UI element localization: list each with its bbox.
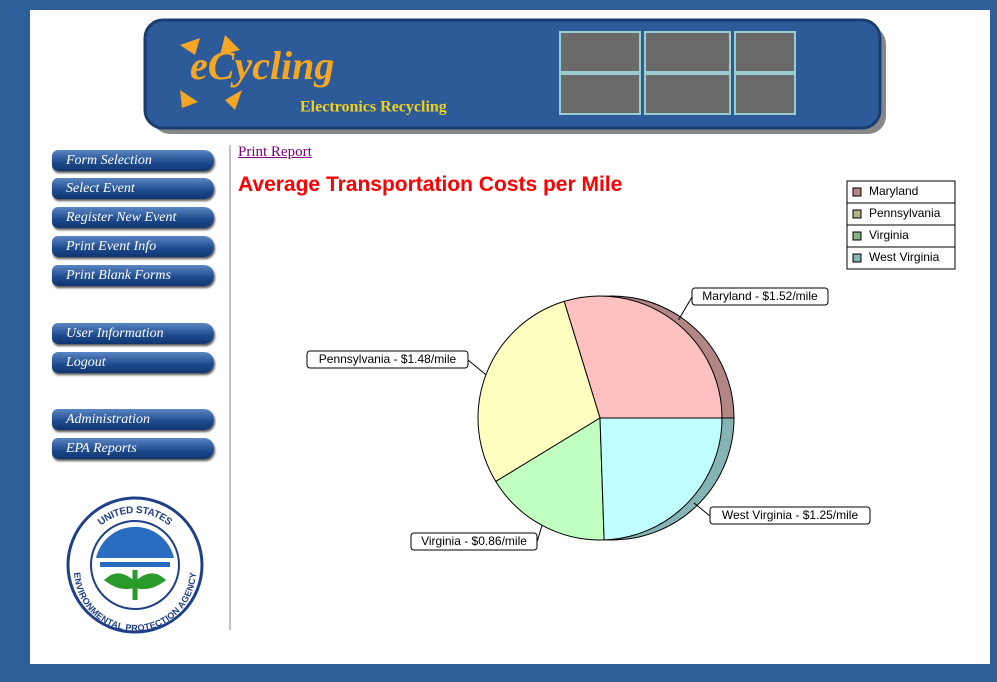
photos	[560, 32, 795, 114]
value-label: Pennsylvania - $1.48/mile	[319, 352, 457, 366]
epa-seal: UNITED STATES ENVIRONMENTAL PROTECTION A…	[68, 498, 202, 633]
brand-subtitle: Electronics Recycling	[300, 99, 447, 116]
page: eCycling Electronics Recycling UNITED ST…	[30, 10, 990, 664]
legend-swatch	[853, 210, 861, 218]
brand: eCycling	[190, 43, 334, 88]
chart-title: Average Transportation Costs per Mile	[238, 173, 622, 197]
leader-line	[678, 297, 692, 320]
legend-swatch	[853, 232, 861, 240]
screen: eCycling Electronics Recycling UNITED ST…	[0, 0, 997, 682]
nav-button[interactable]: Print Event Info	[52, 236, 214, 257]
leader-line	[537, 525, 542, 542]
value-label: Maryland - $1.52/mile	[702, 289, 818, 303]
slice	[600, 418, 722, 540]
nav-button[interactable]: Print Blank Forms	[52, 265, 214, 286]
leader-line	[694, 503, 710, 516]
nav-button[interactable]: Form Selection	[52, 150, 214, 171]
pie-chart: Maryland - $1.52/mile Pennsylvania - $1.4…	[307, 181, 955, 550]
legend-swatch	[853, 254, 861, 262]
nav-button[interactable]: EPA Reports	[52, 438, 214, 459]
value-label: West Virginia - $1.25/mile	[722, 508, 859, 522]
legend-label: West Virginia	[869, 250, 940, 264]
nav-button[interactable]: Logout	[52, 352, 214, 373]
nav-button[interactable]: User Information	[52, 323, 214, 344]
legend-label: Pennsylvania	[869, 206, 941, 220]
legend-label: Virginia	[869, 228, 909, 242]
leader-line	[468, 360, 486, 375]
nav-button[interactable]: Register New Event	[52, 207, 214, 228]
nav-button[interactable]: Administration	[52, 409, 214, 430]
value-label: Virginia - $0.86/mile	[421, 534, 527, 548]
print-report-link[interactable]: Print Report	[238, 144, 312, 161]
legend-swatch	[853, 188, 861, 196]
legend-label: Maryland	[869, 184, 918, 198]
nav-button[interactable]: Select Event	[52, 178, 214, 199]
